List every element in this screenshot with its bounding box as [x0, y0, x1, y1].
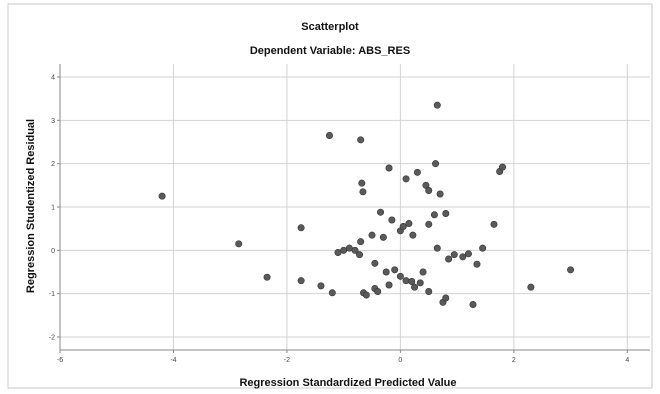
y-tick-label: 0: [51, 248, 55, 255]
data-point: [425, 287, 433, 295]
x-tick-label: -2: [284, 357, 290, 364]
data-point: [359, 188, 367, 196]
data-point: [317, 282, 325, 290]
data-point: [459, 253, 467, 261]
data-point: [382, 268, 390, 276]
data-point: [402, 175, 410, 183]
data-point: [325, 132, 333, 140]
y-axis-label: Regression Studentized Residual: [25, 119, 37, 293]
data-point: [413, 168, 421, 176]
data-point: [473, 260, 481, 268]
chart-subtitle: Dependent Variable: ABS_RES: [250, 45, 410, 57]
data-point: [425, 220, 433, 228]
data-point: [442, 210, 450, 218]
data-point: [498, 163, 506, 171]
data-point: [433, 244, 441, 252]
data-points: [158, 101, 575, 308]
data-point: [450, 251, 458, 259]
data-point: [567, 266, 575, 274]
y-tick-label: 1: [51, 205, 55, 212]
data-point: [368, 231, 376, 239]
data-point: [263, 273, 271, 281]
data-point: [405, 219, 413, 227]
data-point: [385, 164, 393, 172]
data-point: [442, 294, 450, 302]
y-tick-label: 4: [51, 75, 55, 82]
data-point: [297, 224, 305, 232]
data-point: [357, 136, 365, 144]
data-point: [158, 192, 166, 200]
data-point: [371, 259, 379, 267]
data-point: [396, 272, 404, 280]
axes: [57, 64, 650, 353]
x-tick-label: -4: [170, 357, 176, 364]
data-point: [399, 223, 407, 231]
y-tick-label: -1: [49, 291, 55, 298]
data-point: [411, 283, 419, 291]
data-point: [469, 300, 477, 308]
data-point: [416, 279, 424, 287]
data-point: [527, 283, 535, 291]
data-point: [377, 208, 385, 216]
data-point: [374, 287, 382, 295]
data-point: [358, 179, 366, 187]
data-point: [297, 277, 305, 285]
data-point: [385, 281, 393, 289]
x-axis-label: Regression Standardized Predicted Value: [239, 377, 456, 389]
y-tick-label: 3: [51, 118, 55, 125]
data-point: [235, 240, 243, 248]
data-point: [391, 266, 399, 274]
data-point: [445, 255, 453, 263]
data-point: [490, 220, 498, 228]
x-tick-label: 2: [512, 357, 516, 364]
data-point: [379, 233, 387, 241]
chart-title: Scatterplot: [301, 21, 359, 33]
data-point: [362, 291, 370, 299]
data-point: [464, 250, 472, 258]
data-point: [479, 244, 487, 252]
x-tick-label: 4: [625, 357, 629, 364]
outer-frame: [7, 3, 653, 389]
data-point: [430, 211, 438, 219]
data-point: [409, 231, 417, 239]
data-point: [425, 187, 433, 195]
data-point: [328, 289, 336, 297]
y-tick-label: 2: [51, 161, 55, 168]
data-point: [408, 278, 416, 286]
data-point: [433, 101, 441, 109]
data-point: [419, 268, 427, 276]
data-point: [357, 238, 365, 246]
data-point: [388, 216, 396, 224]
x-tick-label: -6: [57, 357, 63, 364]
x-tick-label: 0: [398, 357, 402, 364]
data-point: [402, 277, 410, 285]
data-point: [356, 251, 364, 259]
data-point: [432, 160, 440, 168]
y-tick-label: -2: [49, 335, 55, 342]
data-point: [436, 190, 444, 198]
data-point: [351, 246, 359, 254]
tick-labels: -6 -4 -2 0 2 4 -2 -1 0 1 2 3 4: [49, 75, 630, 365]
